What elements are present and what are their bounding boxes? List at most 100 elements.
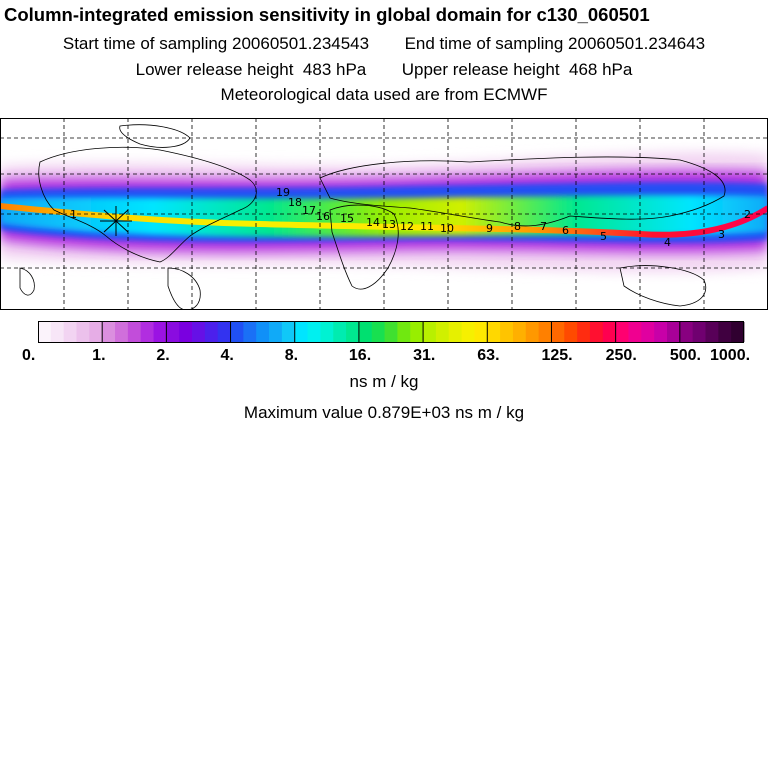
release-location-star-icon	[100, 206, 132, 236]
day-label: 10	[440, 222, 454, 235]
colorbar-cell	[333, 322, 347, 342]
end-time-value: 20060501.234643	[568, 34, 706, 53]
upper-height-label: Upper release height	[401, 60, 560, 79]
colorbar-cell	[89, 322, 103, 342]
colorbar-tick-label: 4.	[221, 347, 234, 364]
day-label: 8	[514, 220, 521, 233]
colorbar-cell	[628, 322, 642, 342]
colorbar-cell	[512, 322, 527, 342]
colorbar-tick-label: 8.	[285, 347, 298, 364]
day-label: 9	[486, 222, 493, 235]
colorbar-cell	[641, 322, 655, 342]
colorbar-cell	[50, 322, 65, 342]
colorbar-tick-labels: 0. 1. 2. 4. 8. 16. 31. 63. 125. 250. 500. 1000.	[22, 347, 750, 364]
gridlines	[0, 118, 768, 310]
colorbar-cell	[192, 322, 206, 342]
colorbar-tick-label: 1.	[92, 347, 105, 364]
colorbar-cell	[230, 322, 244, 342]
colorbar-cell	[166, 322, 180, 342]
colorbar-cell	[76, 322, 90, 342]
day-label: 14	[366, 216, 380, 229]
colorbar-cell	[256, 322, 270, 342]
colorbar-cell	[179, 322, 193, 342]
colorbar-tick-label: 2.	[156, 347, 169, 364]
colorbar-cell	[461, 322, 475, 342]
colorbar-cell	[358, 322, 373, 342]
day-label: 12	[400, 220, 414, 233]
colorbar-cell	[281, 322, 296, 342]
colorbar-legend: 0. 1. 2. 4. 8. 16. 31. 63. 125. 250. 500. 1000.	[22, 321, 750, 364]
day-label: 2	[744, 208, 751, 221]
colorbar-cell	[115, 322, 129, 342]
colorbar-cell	[320, 322, 334, 342]
colorbar-cell	[577, 322, 591, 342]
colorbar-ticks	[101, 322, 681, 342]
colorbar-cell	[140, 322, 154, 342]
colorbar-cell	[423, 322, 437, 342]
max-value-label: Maximum value 0.879E+03 ns m / kg	[243, 403, 525, 422]
colorbar-cell	[204, 322, 219, 342]
day-label: 16	[316, 210, 330, 223]
day-label: 18	[288, 196, 302, 209]
colorbar-cells	[38, 322, 745, 342]
colorbar-cell	[102, 322, 116, 342]
day-label: 4	[664, 236, 671, 249]
colorbar-cell	[487, 322, 501, 342]
day-label: 17	[302, 204, 316, 217]
met-data-line: Meteorological data used are from ECMWF	[220, 85, 548, 104]
sampling-time-line: Start time of sampling 20060501.234543 E…	[0, 34, 768, 54]
day-label: 7	[540, 220, 547, 233]
colorbar-tick-label: 63.	[477, 347, 499, 364]
colorbar-cell	[153, 322, 167, 342]
colorbar-cell	[615, 322, 629, 342]
colorbar-cell	[705, 322, 719, 342]
day-label: 1	[70, 208, 77, 221]
day-label: 3	[718, 228, 725, 241]
colorbar-cell	[384, 322, 398, 342]
day-label: 6	[562, 224, 569, 237]
colorbar-cell	[307, 322, 321, 342]
colorbar-cell	[371, 322, 385, 342]
colorbar-cell	[217, 322, 231, 342]
trajectory-track	[0, 203, 768, 238]
day-label: 15	[340, 212, 354, 225]
colorbar-cell	[38, 322, 52, 342]
lower-height-label: Lower release height	[135, 60, 294, 79]
colorbar-cell	[654, 322, 668, 342]
colorbar-cell	[410, 322, 424, 342]
colorbar-tick-label: 16.	[349, 347, 371, 364]
start-time-value: 20060501.234543	[232, 34, 370, 53]
colorbar-cell	[127, 322, 142, 342]
colorbar-cell	[294, 322, 308, 342]
colorbar-cell	[718, 322, 732, 342]
colorbar-cell	[346, 322, 360, 342]
colorbar-tick-label: 31.	[413, 347, 435, 364]
colorbar-cell	[589, 322, 604, 342]
colorbar-cell	[435, 322, 450, 342]
colorbar-cell	[602, 322, 617, 342]
colorbar-cell	[538, 322, 552, 342]
colorbar-cell	[474, 322, 488, 342]
colorbar-cell	[448, 322, 462, 342]
colorbar-cell	[692, 322, 706, 342]
colorbar-cell	[243, 322, 257, 342]
colorbar-tick-label: 0.	[22, 347, 35, 364]
colorbar-cell	[500, 322, 514, 342]
colorbar-cell	[63, 322, 77, 342]
colorbar-cell	[269, 322, 283, 342]
day-label: 11	[420, 220, 434, 233]
colorbar-cell	[525, 322, 540, 342]
colorbar-cell	[666, 322, 681, 342]
end-time-label: End time of sampling	[404, 34, 564, 53]
colorbar-frame	[38, 321, 744, 343]
colorbar-cell	[679, 322, 694, 342]
colorbar-cell	[564, 322, 578, 342]
upper-height-value: 468 hPa	[569, 60, 633, 79]
release-height-line: Lower release height 483 hPa Upper relea…	[0, 60, 768, 80]
colorbar-cell	[551, 322, 565, 342]
colorbar-cell	[397, 322, 411, 342]
lower-height-value: 483 hPa	[302, 60, 367, 79]
day-label: 19	[276, 186, 290, 199]
